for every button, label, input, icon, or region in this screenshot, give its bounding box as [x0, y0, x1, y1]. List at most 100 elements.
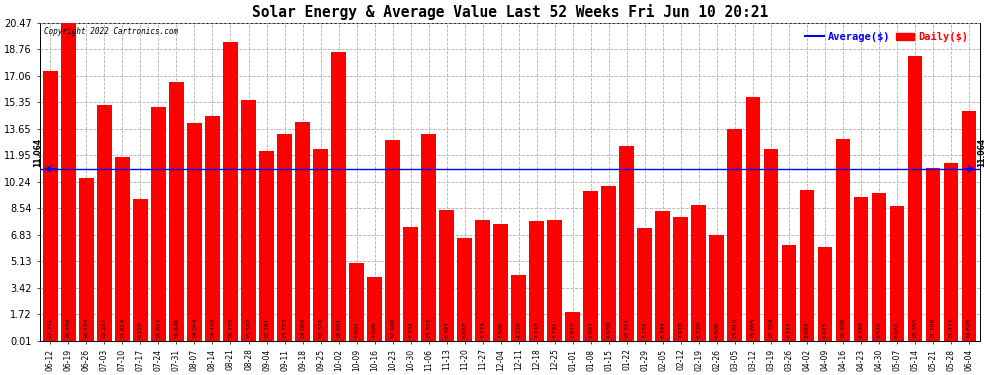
Bar [422, 134, 436, 341]
Bar [818, 248, 833, 341]
Text: Copyright 2022 Cartronics.com: Copyright 2022 Cartronics.com [45, 27, 178, 36]
Text: 11.064: 11.064 [977, 138, 986, 166]
Bar [403, 227, 418, 341]
Bar [187, 123, 202, 341]
Text: 9.510: 9.510 [876, 321, 881, 338]
Bar [530, 220, 544, 341]
Bar [691, 206, 706, 341]
Text: 7.334: 7.334 [408, 321, 413, 338]
Bar [638, 228, 652, 341]
Text: 9.159: 9.159 [138, 321, 143, 338]
Text: 13.615: 13.615 [733, 318, 738, 338]
Text: 8.720: 8.720 [696, 321, 701, 338]
Bar [259, 152, 274, 341]
Bar [493, 224, 508, 341]
Text: 13.323: 13.323 [282, 317, 287, 338]
Bar [43, 71, 57, 341]
Text: 9.663: 9.663 [588, 321, 593, 338]
Text: 11.814: 11.814 [120, 318, 125, 338]
Text: 12.940: 12.940 [390, 317, 395, 338]
Bar [295, 122, 310, 341]
Bar [169, 82, 184, 341]
Bar [349, 263, 364, 341]
Text: 18.601: 18.601 [336, 318, 342, 338]
Bar [242, 100, 255, 341]
Text: 14.470: 14.470 [210, 317, 215, 338]
Bar [781, 245, 796, 341]
Text: 19.235: 19.235 [228, 317, 233, 338]
Bar [205, 116, 220, 341]
Bar [601, 186, 616, 341]
Bar [745, 97, 760, 341]
Bar [583, 191, 598, 341]
Bar [673, 217, 688, 341]
Text: 15.187: 15.187 [102, 318, 107, 338]
Bar [223, 42, 238, 341]
Text: 4.096: 4.096 [372, 321, 377, 338]
Bar [115, 157, 130, 341]
Bar [440, 210, 454, 341]
Bar [332, 52, 346, 341]
Bar [853, 197, 868, 341]
Title: Solar Energy & Average Value Last 52 Weeks Fri Jun 10 20:21: Solar Energy & Average Value Last 52 Wee… [251, 4, 768, 20]
Bar [871, 193, 886, 341]
Text: 17.341: 17.341 [48, 318, 52, 338]
Text: 12.191: 12.191 [264, 318, 269, 338]
Text: 12.359: 12.359 [768, 317, 773, 338]
Text: 15.685: 15.685 [750, 318, 755, 338]
Text: 12.511: 12.511 [625, 318, 630, 338]
Text: 6.637: 6.637 [462, 321, 467, 338]
Text: 5.001: 5.001 [354, 321, 359, 338]
Text: 14.069: 14.069 [300, 318, 305, 338]
Bar [385, 140, 400, 341]
Bar [908, 56, 923, 341]
Bar [547, 220, 562, 341]
Text: 6.015: 6.015 [823, 321, 828, 338]
Text: 14.004: 14.004 [192, 317, 197, 338]
Bar [97, 105, 112, 341]
Legend: Average($), Daily($): Average($), Daily($) [801, 28, 973, 46]
Bar [926, 168, 940, 341]
Text: 16.646: 16.646 [174, 318, 179, 338]
Text: 13.325: 13.325 [426, 317, 432, 338]
Text: 11.432: 11.432 [948, 318, 953, 338]
Bar [475, 220, 490, 341]
Bar [800, 190, 815, 341]
Bar [961, 111, 976, 341]
Bar [511, 275, 526, 341]
Text: 18.355: 18.355 [913, 317, 918, 338]
Bar [133, 198, 148, 341]
Text: 20.468: 20.468 [66, 317, 71, 338]
Text: 4.226: 4.226 [516, 321, 521, 338]
Bar [620, 147, 635, 341]
Text: 11.108: 11.108 [931, 318, 936, 338]
Text: 7.252: 7.252 [643, 321, 647, 338]
Text: 11.064: 11.064 [34, 138, 43, 166]
Text: 7.743: 7.743 [535, 321, 540, 338]
Text: 8.651: 8.651 [895, 321, 900, 338]
Text: 12.968: 12.968 [841, 318, 845, 338]
Bar [565, 312, 580, 341]
Bar [710, 235, 725, 341]
Bar [313, 148, 328, 341]
Text: 9.939: 9.939 [606, 321, 611, 338]
Bar [457, 238, 472, 341]
Bar [655, 211, 670, 341]
Text: 8.397: 8.397 [445, 321, 449, 338]
Bar [763, 149, 778, 341]
Text: 7.791: 7.791 [552, 321, 557, 338]
Text: 14.820: 14.820 [966, 317, 971, 338]
Text: 15.022: 15.022 [156, 317, 161, 338]
Bar [367, 277, 382, 341]
Text: 7.506: 7.506 [498, 321, 503, 338]
Bar [728, 129, 742, 341]
Text: 6.144: 6.144 [786, 321, 791, 338]
Bar [836, 140, 850, 341]
Bar [890, 207, 905, 341]
Text: 8.344: 8.344 [660, 321, 665, 338]
Bar [943, 163, 958, 341]
Text: 12.376: 12.376 [318, 318, 323, 338]
Text: 7.774: 7.774 [480, 321, 485, 338]
Bar [151, 107, 166, 341]
Text: 10.459: 10.459 [84, 317, 89, 338]
